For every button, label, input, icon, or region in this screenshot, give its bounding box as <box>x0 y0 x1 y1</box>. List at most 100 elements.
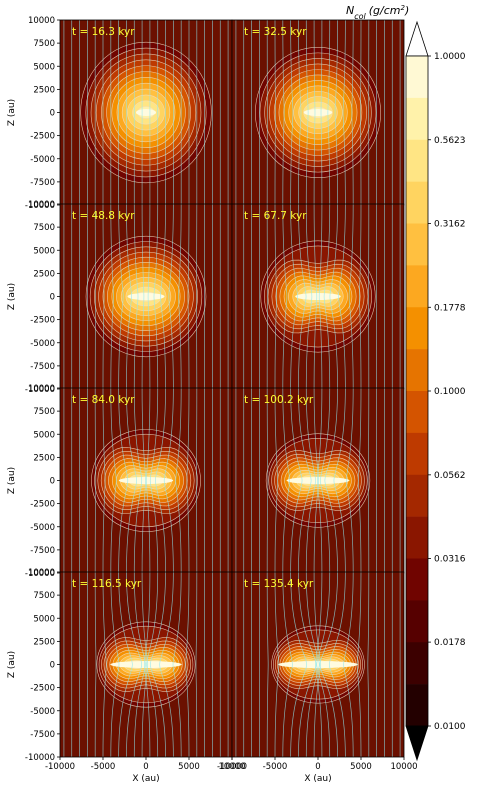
field-line <box>313 20 316 205</box>
colorbar-band <box>406 181 428 224</box>
field-line <box>298 572 317 757</box>
panel-time-label: t = 48.8 kyr <box>72 210 135 222</box>
colorbar-extend-max <box>405 20 429 57</box>
field-line <box>320 20 323 205</box>
panel-time-label: t = 135.4 kyr <box>244 578 314 590</box>
field-line <box>147 204 151 389</box>
y-tick-label: -10000 <box>25 385 55 395</box>
field-line <box>317 388 323 573</box>
density-core <box>136 109 156 116</box>
field-line <box>282 20 285 205</box>
x-tick-label: 10000 <box>218 762 245 772</box>
density-panel-4 <box>232 204 404 389</box>
y-tick-label: -2500 <box>30 132 55 142</box>
y-tick-label: -10000 <box>25 569 55 579</box>
panel-time-label: t = 116.5 kyr <box>72 578 142 590</box>
field-line <box>274 388 279 573</box>
y-tick-label: 7500 <box>33 407 55 417</box>
field-line <box>290 388 303 573</box>
x-axis-label: X (au) <box>132 774 159 784</box>
field-line <box>290 572 308 757</box>
x-tick-label: -5000 <box>263 762 288 772</box>
colorbar-tick-label: 0.0316 <box>434 555 466 565</box>
y-axis-label: Z (au) <box>7 99 17 126</box>
field-line <box>282 204 288 389</box>
panel-time-label: t = 84.0 kyr <box>72 394 135 406</box>
y-tick-label: 10000 <box>28 384 55 394</box>
field-line <box>323 204 331 389</box>
field-line <box>328 572 346 757</box>
field-line <box>133 388 143 573</box>
panel-time-label: t = 100.2 kyr <box>244 394 314 406</box>
y-tick-label: -5000 <box>30 339 55 349</box>
x-axis-label: X (au) <box>304 774 331 784</box>
colorbar-band <box>406 642 428 685</box>
x-tick-label: -10000 <box>45 762 75 772</box>
field-line <box>266 572 269 757</box>
y-tick-label: 5000 <box>33 430 55 440</box>
field-line <box>360 20 362 205</box>
field-line <box>282 388 291 573</box>
field-line <box>141 388 147 573</box>
y-tick-label: -10000 <box>25 753 55 763</box>
colorbar-band <box>406 307 428 350</box>
x-tick-label: 0 <box>315 762 320 772</box>
colorbar-band <box>406 223 428 266</box>
y-tick-label: 0 <box>50 293 55 303</box>
field-line <box>102 388 106 573</box>
y-tick-label: 2500 <box>33 637 55 647</box>
field-line <box>320 388 331 573</box>
density-panel-5 <box>60 388 232 573</box>
field-line <box>338 204 346 389</box>
field-line <box>159 572 174 757</box>
field-line <box>367 572 370 757</box>
y-tick-label: -5000 <box>30 523 55 533</box>
field-line <box>356 572 362 757</box>
colorbar-tick-label: 0.1778 <box>434 303 466 313</box>
field-line <box>145 388 151 573</box>
field-line <box>118 388 129 573</box>
field-line <box>172 572 182 757</box>
field-line <box>168 204 174 389</box>
density-core <box>127 293 165 300</box>
field-line <box>149 572 166 757</box>
field-line <box>195 572 198 757</box>
colorbar-band <box>406 600 428 643</box>
field-line <box>94 572 97 757</box>
y-tick-label: 2500 <box>33 453 55 463</box>
x-tick-label: -5000 <box>91 762 116 772</box>
density-panel-2 <box>232 20 404 205</box>
y-tick-label: 0 <box>50 477 55 487</box>
field-line <box>274 204 277 389</box>
field-line <box>133 204 139 389</box>
colorbar-extend-min <box>405 725 429 762</box>
y-tick-label: 0 <box>50 109 55 119</box>
y-tick-label: 7500 <box>33 591 55 601</box>
panel-time-label: t = 67.7 kyr <box>244 210 307 222</box>
x-tick-label: 5000 <box>350 762 372 772</box>
y-tick-label: 2500 <box>33 269 55 279</box>
y-tick-label: 5000 <box>33 246 55 256</box>
field-line <box>178 204 182 389</box>
field-line <box>343 572 354 757</box>
field-line <box>345 388 354 573</box>
x-tick-label: 0 <box>143 762 148 772</box>
field-line <box>313 388 319 573</box>
colorbar-tick-label: 0.0100 <box>434 722 466 732</box>
y-tick-label: 5000 <box>33 62 55 72</box>
field-line <box>305 20 309 205</box>
field-line <box>266 388 269 573</box>
y-tick-label: 7500 <box>33 39 55 49</box>
field-line <box>163 388 174 573</box>
colorbar: 1.0000 0.5623 0.3162 0.1778 0.1000 0.0562 0.03… <box>346 4 466 762</box>
field-line <box>185 572 190 757</box>
y-tick-label: -7500 <box>30 362 55 372</box>
field-line <box>118 204 124 389</box>
field-line <box>305 204 313 389</box>
y-tick-label: 10000 <box>28 568 55 578</box>
colorbar-tick-label: 0.3162 <box>434 220 466 230</box>
field-line <box>155 388 166 573</box>
field-line <box>359 204 362 389</box>
field-line <box>187 204 190 389</box>
